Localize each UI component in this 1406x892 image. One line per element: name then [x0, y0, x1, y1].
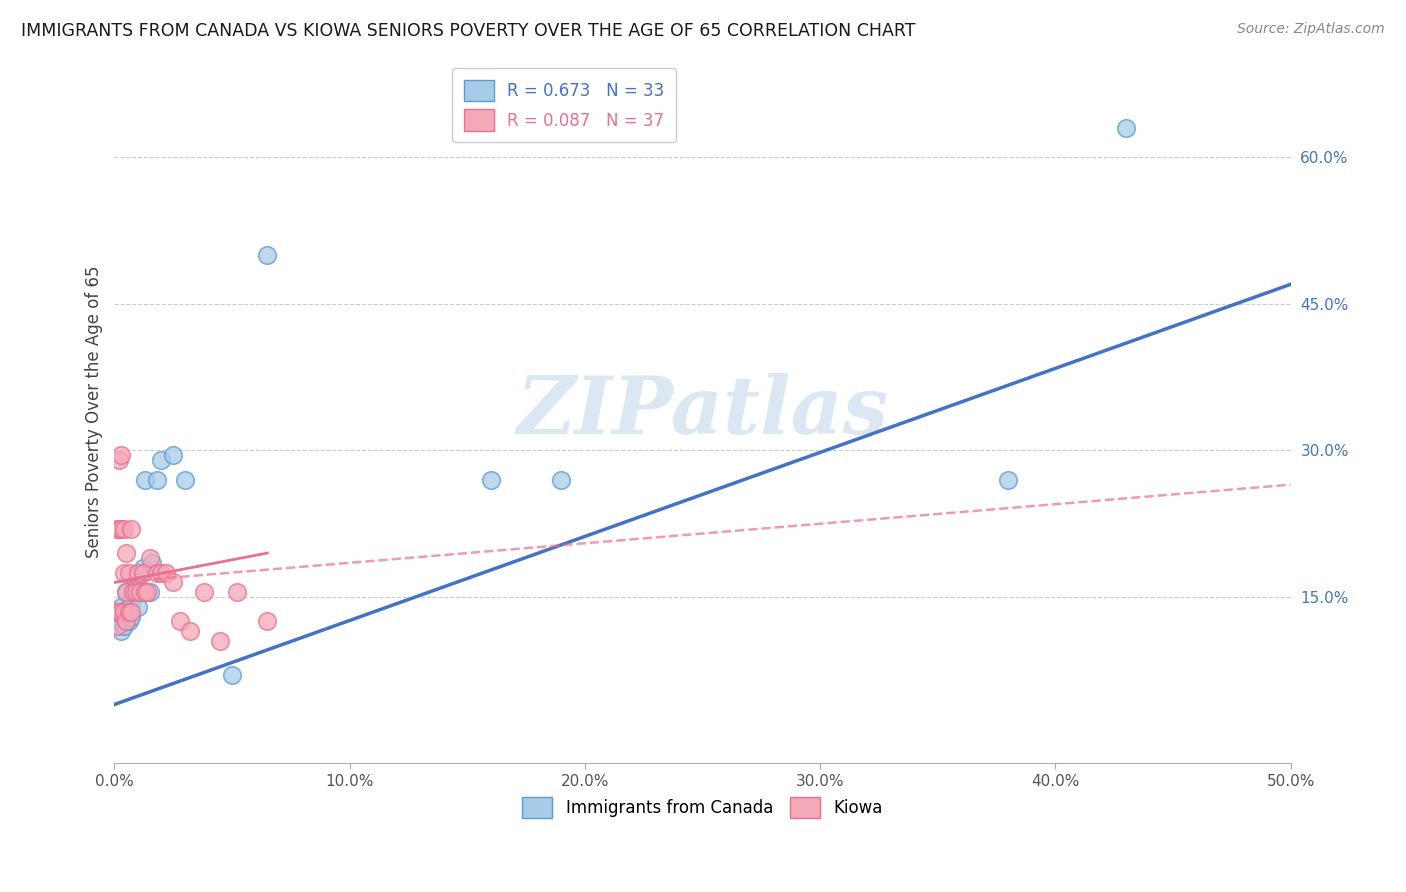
- Point: [115, 585, 138, 599]
- Point: [120, 595, 142, 609]
- Point: [155, 566, 177, 580]
- Text: Source: ZipAtlas.com: Source: ZipAtlas.com: [1237, 22, 1385, 37]
- Point: [225, 585, 247, 599]
- Point: [112, 566, 135, 580]
- Point: [1115, 120, 1137, 135]
- Point: [112, 609, 135, 624]
- Point: [134, 585, 156, 599]
- Point: [108, 619, 131, 633]
- Point: [105, 522, 128, 536]
- Point: [108, 453, 131, 467]
- Text: ZIPatlas: ZIPatlas: [516, 373, 889, 450]
- Point: [112, 605, 135, 619]
- Point: [115, 615, 138, 629]
- Point: [127, 580, 149, 594]
- Point: [138, 550, 160, 565]
- Point: [108, 609, 131, 624]
- Point: [117, 615, 139, 629]
- Point: [117, 599, 139, 614]
- Point: [117, 566, 139, 580]
- Point: [141, 556, 163, 570]
- Point: [129, 585, 152, 599]
- Point: [162, 448, 184, 462]
- Point: [115, 609, 138, 624]
- Point: [122, 585, 145, 599]
- Point: [150, 566, 173, 580]
- Point: [105, 615, 128, 629]
- Point: [115, 615, 138, 629]
- Point: [169, 615, 191, 629]
- Point: [129, 585, 152, 599]
- Point: [145, 566, 167, 580]
- Point: [131, 560, 153, 574]
- Point: [256, 615, 278, 629]
- Point: [122, 585, 145, 599]
- Point: [162, 575, 184, 590]
- Point: [110, 522, 132, 536]
- Point: [127, 566, 149, 580]
- Point: [479, 473, 502, 487]
- Point: [221, 668, 243, 682]
- Point: [124, 575, 146, 590]
- Point: [174, 473, 197, 487]
- Point: [150, 453, 173, 467]
- Point: [138, 585, 160, 599]
- Point: [256, 248, 278, 262]
- Point: [179, 624, 201, 639]
- Point: [117, 605, 139, 619]
- Point: [209, 634, 232, 648]
- Point: [110, 599, 132, 614]
- Point: [110, 448, 132, 462]
- Point: [112, 619, 135, 633]
- Point: [136, 585, 159, 599]
- Point: [105, 619, 128, 633]
- Point: [112, 522, 135, 536]
- Point: [193, 585, 215, 599]
- Point: [997, 473, 1019, 487]
- Point: [105, 605, 128, 619]
- Legend: Immigrants from Canada, Kiowa: Immigrants from Canada, Kiowa: [516, 790, 889, 825]
- Point: [115, 546, 138, 560]
- Point: [110, 624, 132, 639]
- Point: [145, 473, 167, 487]
- Point: [110, 605, 132, 619]
- Point: [120, 522, 142, 536]
- Point: [120, 609, 142, 624]
- Point: [115, 585, 138, 599]
- Y-axis label: Seniors Poverty Over the Age of 65: Seniors Poverty Over the Age of 65: [86, 265, 103, 558]
- Point: [124, 585, 146, 599]
- Point: [120, 605, 142, 619]
- Point: [108, 605, 131, 619]
- Point: [550, 473, 572, 487]
- Point: [134, 473, 156, 487]
- Point: [108, 522, 131, 536]
- Point: [127, 599, 149, 614]
- Text: IMMIGRANTS FROM CANADA VS KIOWA SENIORS POVERTY OVER THE AGE OF 65 CORRELATION C: IMMIGRANTS FROM CANADA VS KIOWA SENIORS …: [21, 22, 915, 40]
- Point: [131, 566, 153, 580]
